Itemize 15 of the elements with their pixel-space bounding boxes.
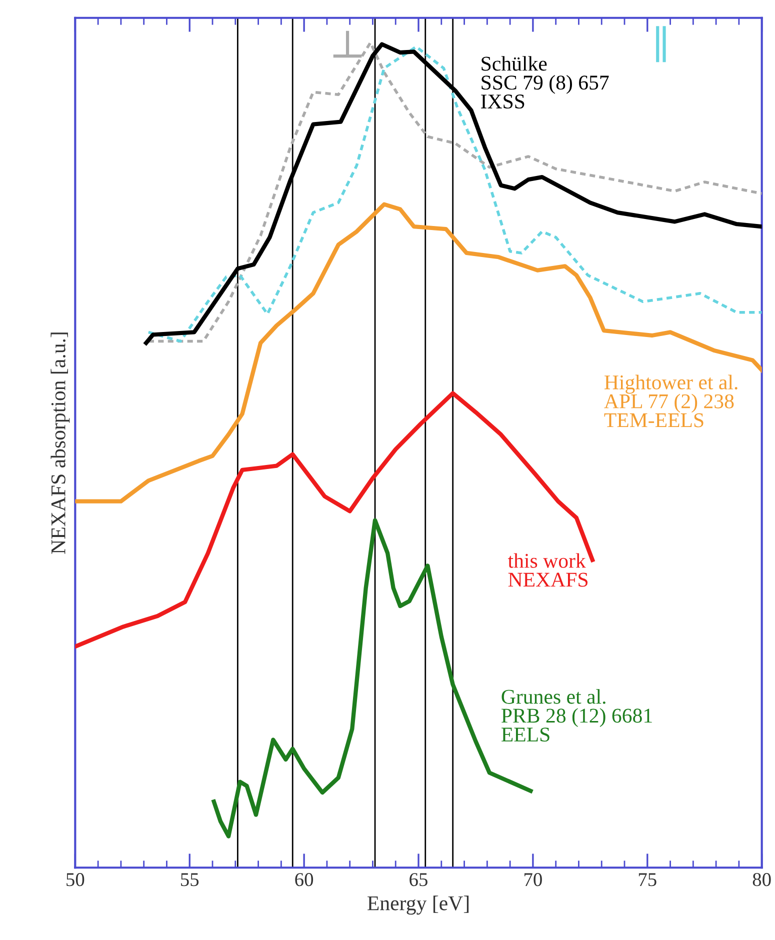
series-label: Hightower et al. APL 77 (2) 238 TEM-EELS — [604, 374, 738, 428]
x-tick-label: 80 — [752, 873, 771, 886]
x-axis-title: Energy [eV] — [368, 896, 469, 915]
series-label: ⊥ — [333, 30, 362, 58]
x-tick-label: 50 — [66, 873, 84, 886]
series-label: this work NEXAFS — [508, 553, 588, 587]
x-tick-label: 55 — [181, 873, 199, 886]
series-label: Grunes et al. PRB 28 (12) 6681 EELS — [501, 689, 652, 742]
x-tick-label: 65 — [410, 873, 428, 886]
series-label: Schülke SSC 79 (8) 657 IXSS — [481, 56, 609, 109]
text: ∥ — [656, 26, 666, 62]
x-tick-label: 75 — [638, 873, 656, 886]
x-tick-label: 70 — [524, 873, 542, 886]
y-axis-title: NEXAFS absorption [a.u.] — [50, 332, 70, 554]
x-tick-label: 60 — [295, 873, 314, 886]
